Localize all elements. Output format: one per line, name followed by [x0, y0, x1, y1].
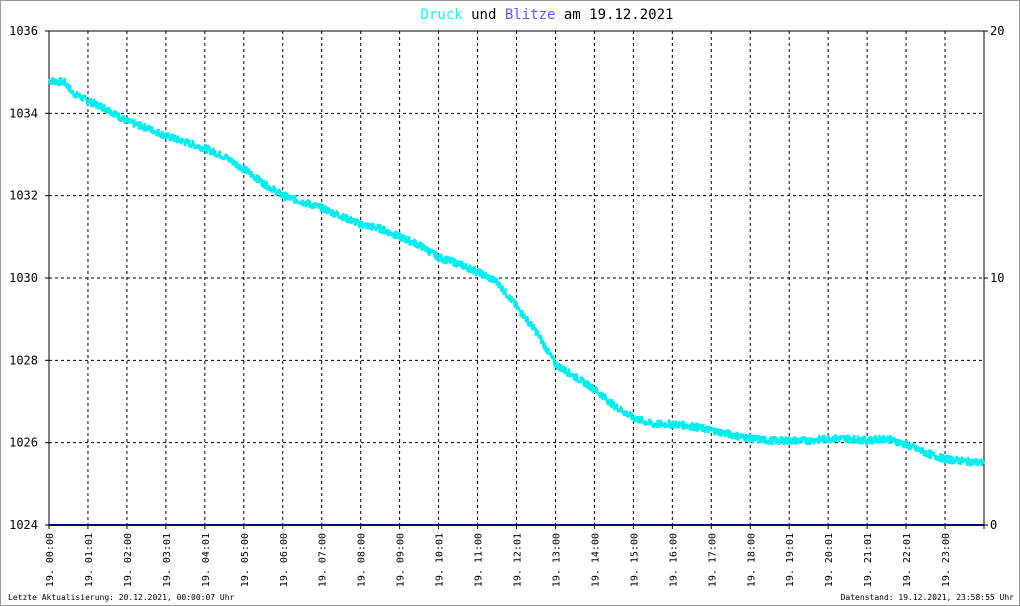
x-tick-label: 19. 07:00: [318, 533, 329, 587]
footer-data-status: Datenstand: 19.12.2021, 23:58:55 Uhr: [840, 593, 1014, 602]
y-left-tick-label: 1028: [9, 353, 38, 367]
chart-title: Druck und Blitze am 19.12.2021: [421, 7, 674, 23]
y-left-tick-label: 1024: [9, 518, 38, 532]
x-tick-label: 19. 22:01: [902, 533, 913, 587]
x-tick-label: 19. 02:00: [123, 533, 134, 587]
x-tick-label: 19. 10:01: [435, 533, 446, 587]
title-blitze: Blitze: [505, 7, 556, 23]
x-tick-label: 19. 19:01: [785, 533, 796, 587]
x-tick-label: 19. 00:00: [45, 533, 56, 587]
x-tick-label: 19. 01:01: [84, 533, 95, 587]
footer-last-update: Letzte Aktualisierung: 20.12.2021, 00:00…: [8, 593, 235, 602]
x-ticks: 19. 00:00 19. 01:01 19. 02:00 19. 03:01 19. …: [45, 525, 952, 587]
y-left-ticks: 1036 1034 1032 1030 1028 1026 1024: [9, 24, 49, 532]
title-date: am 19.12.2021: [555, 7, 673, 23]
plot-border: [48, 30, 985, 529]
grid-lines: [49, 31, 984, 525]
x-tick-label: 19. 03:01: [162, 533, 173, 587]
x-tick-label: 19. 12:01: [513, 533, 524, 587]
x-tick-label: 19. 15:00: [629, 533, 640, 587]
x-tick-label: 19. 20:01: [824, 533, 835, 587]
series-line-druck: [48, 77, 985, 467]
x-tick-label: 19. 11:00: [474, 533, 485, 587]
x-tick-label: 19. 04:01: [201, 533, 212, 587]
x-tick-label: 19. 18:00: [746, 533, 757, 587]
x-tick-label: 19. 21:01: [863, 533, 874, 587]
y-left-tick-label: 1034: [9, 106, 38, 120]
title-druck: Druck: [421, 7, 464, 23]
x-tick-label: 19. 14:00: [590, 533, 601, 587]
y-right-tick-label: 20: [990, 24, 1004, 38]
title-und: und: [463, 7, 505, 23]
y-left-tick-label: 1030: [9, 271, 38, 285]
y-right-tick-label: 0: [990, 518, 997, 532]
x-tick-label: 19. 16:00: [668, 533, 679, 587]
x-tick-label: 19. 05:00: [240, 533, 251, 587]
x-tick-label: 19. 13:00: [551, 533, 562, 587]
y-left-tick-label: 1026: [9, 436, 38, 450]
x-tick-label: 19. 08:00: [357, 533, 368, 587]
x-tick-label: 19. 17:00: [707, 533, 718, 587]
y-left-tick-label: 1032: [9, 189, 38, 203]
y-right-ticks: 20 10 0: [984, 24, 1004, 532]
y-right-tick-label: 10: [990, 271, 1004, 285]
x-tick-label: 19. 09:00: [396, 533, 407, 587]
x-tick-label: 19. 23:00: [941, 533, 952, 587]
y-left-tick-label: 1036: [9, 24, 38, 38]
x-tick-label: 19. 06:00: [279, 533, 290, 587]
